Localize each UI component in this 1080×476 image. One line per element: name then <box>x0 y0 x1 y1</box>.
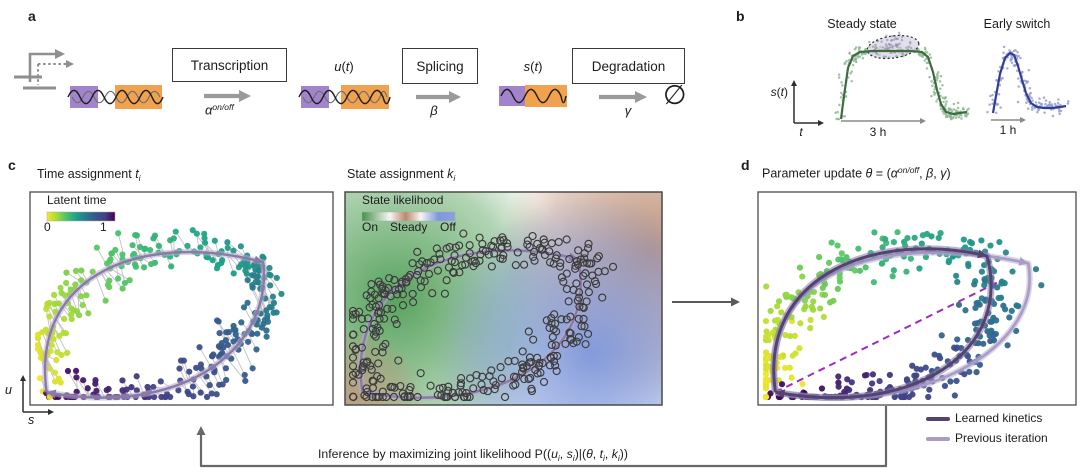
state-assignment-title: State assignment ki <box>347 167 456 183</box>
flow-arrows <box>196 297 888 468</box>
state-on-label: On <box>362 220 379 234</box>
degradation-box: Degradation <box>572 48 685 84</box>
early-duration-label: 1 h <box>999 123 1017 137</box>
panel-label-b: b <box>736 8 745 24</box>
splicing-box: Splicing <box>402 48 478 84</box>
plot-state-assignment <box>344 191 663 406</box>
latent-time-min: 0 <box>44 220 51 234</box>
spliced-label: s(t) <box>523 59 543 74</box>
panel-label-a: a <box>28 8 36 24</box>
unspliced-label: u(t) <box>334 59 354 74</box>
b-x-axis-label: t <box>799 125 803 139</box>
plot-time-assignment <box>20 191 334 415</box>
gamma-rate-label: γ <box>624 103 632 118</box>
state-likelihood-legend-title: State likelihood <box>362 193 444 207</box>
beta-rate-label: β <box>430 103 438 118</box>
transcription-box: Transcription <box>172 48 287 82</box>
plot-parameter-update <box>757 191 1077 441</box>
panel-label-d: d <box>741 157 750 173</box>
steady-duration-label: 3 h <box>869 125 887 139</box>
inference-caption: Inference by maximizing joint likelihood… <box>318 447 628 463</box>
steady-state-title: Steady state <box>827 17 897 31</box>
s-axis-label: s <box>28 413 35 427</box>
panel-a-icons <box>14 49 647 109</box>
panel-b-plots <box>791 31 1070 126</box>
latent-time-max: 1 <box>100 220 107 234</box>
alpha-rate-label: αon/off <box>205 102 234 118</box>
parameter-update-title: Parameter update θ = (αon/off, β, γ) <box>762 165 951 181</box>
u-axis-label: u <box>5 383 12 397</box>
b-y-axis-label: s(t) <box>770 85 788 99</box>
empty-set-icon: ∅ <box>663 80 687 110</box>
early-switch-title: Early switch <box>983 17 1051 31</box>
latent-time-legend-title: Latent time <box>47 193 107 207</box>
state-off-label: Off <box>440 220 456 234</box>
legend-previous-iteration: Previous iteration <box>955 431 1048 445</box>
legend-learned-kinetics: Learned kinetics <box>955 411 1043 425</box>
time-assignment-title: Time assignment ti <box>37 167 141 183</box>
panel-label-c: c <box>8 157 16 173</box>
state-steady-label: Steady <box>390 220 428 234</box>
